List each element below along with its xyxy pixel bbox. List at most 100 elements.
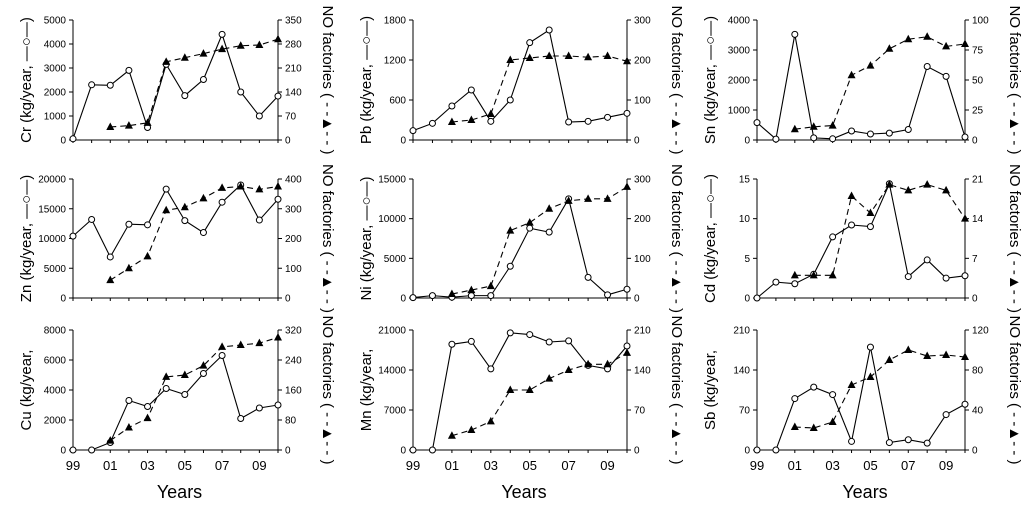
emission-point: [428, 446, 436, 454]
factories-point: [162, 205, 171, 214]
y-axis-title: Sn (kg/year, —○—): [702, 16, 719, 144]
emission-point: [487, 292, 495, 300]
emission-point: [448, 340, 456, 348]
emission-point: [506, 329, 514, 337]
y-tick-label: 20000: [38, 175, 66, 186]
emission-point: [125, 220, 133, 228]
panel-mn: 0 7000 14000 21000 0 70 140 210 99 01 03 05 07 09 Year…: [358, 315, 685, 502]
y2-tick-label: 100: [972, 16, 989, 27]
y-tick-label: 6000: [44, 356, 67, 367]
y-tick-label: 15000: [38, 204, 66, 215]
y2-tick-label: 75: [972, 46, 984, 57]
y-tick-label: 7000: [384, 406, 407, 417]
factories-point: [866, 372, 875, 380]
emission-point: [791, 30, 799, 38]
factories-point: [218, 342, 227, 350]
factories-point: [124, 423, 133, 431]
x-tick-label: 07: [561, 458, 575, 473]
y-tick-label: 0: [60, 294, 66, 305]
factories-line: [109, 185, 279, 281]
y2-tick-label: 240: [285, 356, 302, 367]
factories-line: [794, 349, 966, 429]
emission-point: [526, 224, 534, 232]
emission-point: [199, 229, 207, 237]
emission-point: [885, 129, 893, 137]
factories-point: [885, 180, 894, 188]
factories-point: [447, 117, 456, 125]
emission-point: [106, 81, 114, 89]
y-axis-title: Cu (kg/year,: [18, 350, 35, 431]
factories-point: [180, 370, 189, 378]
panel-cd: 0 5 10 15 0 7 14 21 Cd (kg/year, —○—) NO factorie…: [702, 164, 1023, 313]
factories-point: [106, 275, 115, 284]
y2-tick-label: 0: [634, 136, 640, 147]
emission-point: [961, 400, 969, 408]
y-tick-label: 1000: [44, 112, 67, 123]
factories-point: [809, 423, 818, 431]
y-tick-label: 21000: [378, 326, 406, 337]
factories-point: [199, 193, 208, 202]
factories-point: [255, 338, 264, 347]
emission-point: [237, 88, 245, 96]
emission-point: [487, 365, 495, 373]
emission-point: [565, 337, 573, 345]
factories-point: [162, 57, 171, 65]
panel-cu: 0 2000 4000 6000 8000 0 80 160 240 320 99 01 03 05 07 0…: [18, 315, 336, 502]
y-tick-label: 0: [400, 136, 406, 147]
emission-point: [218, 352, 226, 359]
factories-point: [847, 70, 856, 79]
emission-point: [923, 63, 931, 70]
factories-point: [447, 289, 456, 298]
emission-point: [69, 232, 77, 240]
y2-tick-label: 120: [972, 326, 989, 337]
factories-point: [447, 431, 456, 439]
y2-tick-label: 200: [285, 234, 302, 245]
x-axis-title: Years: [157, 482, 202, 502]
factories-point: [162, 372, 171, 380]
y2-tick-label: 210: [285, 64, 302, 75]
y2-tick-label: 25: [972, 106, 984, 117]
emission-point: [274, 92, 282, 100]
y2-axis-title: NO factories ( - -▲- - ): [1006, 315, 1023, 464]
factories-line: [794, 184, 966, 276]
emission-point: [218, 30, 226, 38]
x-tick-label: 01: [788, 458, 802, 473]
y-tick-label: 3000: [728, 46, 751, 57]
emission-point: [753, 119, 761, 127]
x-tick-label: 99: [406, 458, 420, 473]
y-tick-label: 4000: [728, 16, 751, 27]
x-tick-label: 09: [252, 458, 266, 473]
factories-point: [603, 359, 612, 368]
factories-point: [218, 44, 227, 53]
emission-line: [72, 32, 279, 139]
factories-point: [124, 121, 133, 129]
emission-point: [409, 294, 417, 302]
factories-point: [623, 348, 631, 356]
emission-point: [810, 383, 818, 391]
factories-point: [809, 270, 818, 279]
y2-tick-label: 14: [972, 214, 984, 225]
factories-point: [584, 359, 593, 368]
y2-tick-label: 70: [634, 406, 646, 417]
emission-point: [904, 126, 912, 133]
y-tick-label: 5000: [384, 254, 407, 265]
factories-point: [790, 270, 799, 279]
emission-point: [88, 81, 96, 89]
emission-point: [772, 135, 780, 143]
factories-line: [451, 352, 628, 437]
factories-point: [180, 53, 189, 61]
factories-point: [506, 226, 515, 234]
y-tick-label: 0: [60, 136, 66, 147]
x-axis-title: Years: [842, 482, 887, 502]
factories-point: [199, 361, 208, 369]
y2-tick-label: 280: [285, 40, 302, 51]
emission-point: [604, 291, 612, 299]
y-tick-label: 70: [739, 406, 751, 417]
factories-point: [545, 374, 554, 382]
x-tick-label: 99: [750, 458, 764, 473]
emission-point: [961, 272, 969, 280]
factories-point: [904, 185, 913, 194]
y-axis-title: Ni (kg/year, —○—): [358, 176, 375, 300]
emission-point: [866, 223, 874, 231]
factories-point: [847, 191, 856, 199]
